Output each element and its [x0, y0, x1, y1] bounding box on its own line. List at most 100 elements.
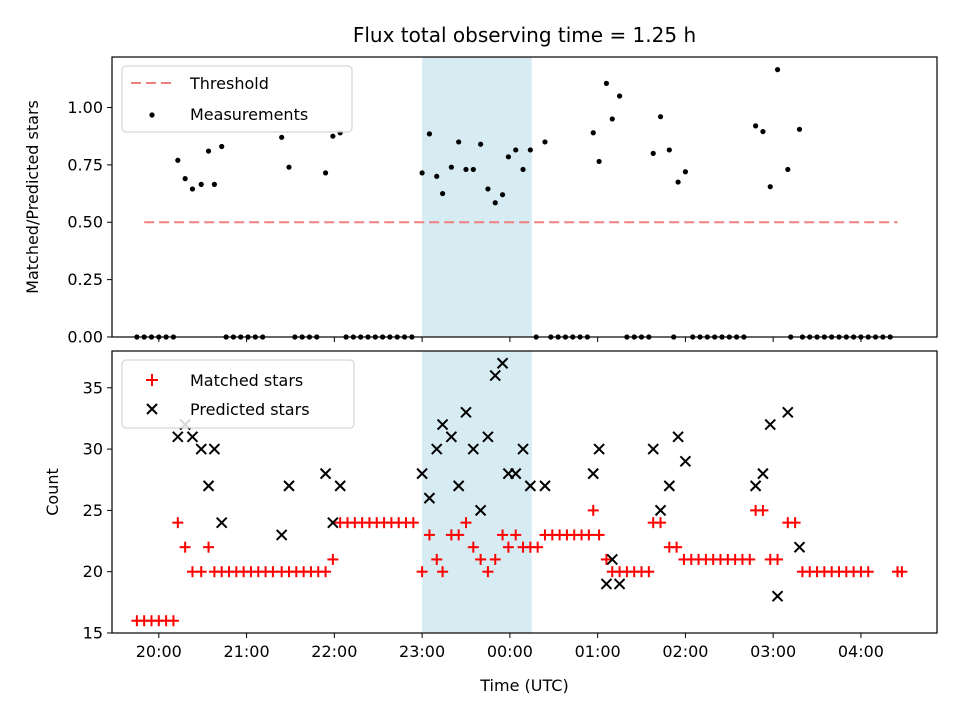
- legend-predicted-label: Predicted stars: [190, 400, 310, 419]
- matched-star-point: [655, 517, 667, 529]
- measurement-point: [189, 186, 196, 192]
- measurement-point: [434, 173, 440, 179]
- predicted-star-point: [793, 541, 806, 553]
- legend-matched-swatch: [146, 374, 158, 386]
- matched-star-point: [437, 566, 449, 578]
- measurement-point: [657, 114, 664, 120]
- predicted-star-point: [764, 418, 776, 431]
- measurement-point: [175, 157, 181, 163]
- x-tick-label: 20:00: [136, 642, 182, 661]
- predicted-star-point: [654, 504, 667, 517]
- predicted-star-point: [186, 431, 199, 443]
- matched-star-point: [671, 541, 683, 553]
- measurement-point: [774, 67, 781, 73]
- measurement-point: [785, 166, 791, 173]
- predicted-star-point: [283, 480, 295, 492]
- legend-predicted-swatch: [146, 403, 158, 415]
- top-legend-box: [121, 65, 353, 133]
- matched-star-point: [203, 541, 215, 553]
- measurement-point: [609, 116, 615, 122]
- legend-measurements-label: Measurements: [190, 105, 308, 124]
- measurement-point: [682, 169, 689, 175]
- matched-star-point: [502, 541, 514, 553]
- predicted-star-point: [195, 443, 207, 455]
- matched-star-point: [532, 541, 544, 553]
- predicted-star-point: [771, 590, 784, 602]
- measurement-point: [439, 190, 446, 197]
- matched-star-point: [482, 566, 494, 578]
- measurement-point: [426, 131, 433, 137]
- measurement-point: [527, 147, 533, 153]
- measurement-point: [219, 143, 225, 150]
- top-y-tick-label: 0.25: [67, 270, 103, 289]
- chart-title: Flux total observing time = 1.25 h: [353, 23, 696, 47]
- matched-star-point: [327, 553, 339, 565]
- top-y-tick-label: 0.50: [67, 213, 103, 232]
- predicted-star-point: [474, 504, 487, 517]
- x-tick-label: 02:00: [662, 642, 708, 661]
- measurement-point: [520, 166, 526, 173]
- matched-star-point: [195, 566, 207, 578]
- bottom-shaded-interval: [422, 351, 532, 633]
- measurement-point: [513, 147, 519, 153]
- bottom-y-tick-label: 30: [83, 440, 103, 459]
- bottom-panel: 15 20 25 30 35 20:00 21:00 22:00 23:00 00:00 01:0…: [43, 350, 938, 695]
- measurement-point: [796, 126, 803, 132]
- matched-star-point: [583, 529, 595, 541]
- matched-star-point: [510, 529, 522, 541]
- x-tick-label: 23:00: [399, 642, 445, 661]
- matched-star-point: [475, 553, 487, 565]
- top-y-axis-label: Matched/Predicted stars: [23, 100, 42, 294]
- x-tick-label: 22:00: [311, 642, 357, 661]
- top-panel: 0.00 0.25 0.50 0.75 1.00 Flux total observin…: [23, 23, 938, 347]
- measurement-point: [478, 141, 484, 147]
- matched-star-point: [744, 553, 756, 565]
- matched-star-point: [431, 553, 443, 565]
- matched-star-point: [789, 517, 801, 529]
- matched-star-point: [320, 566, 332, 578]
- matched-star-point: [587, 504, 599, 516]
- bottom-legend-box: [121, 359, 355, 429]
- measurement-point: [590, 130, 596, 136]
- matched-star-point: [757, 504, 769, 516]
- matched-star-point: [772, 553, 784, 565]
- bottom-y-axis-label: Count: [43, 468, 62, 516]
- predicted-star-point: [782, 406, 794, 419]
- matched-star-point: [407, 517, 419, 529]
- top-y-tick-label: 1.00: [67, 98, 103, 117]
- predicted-star-point: [757, 467, 769, 480]
- matched-star-point: [467, 541, 479, 553]
- legend-matched-label: Matched stars: [190, 371, 303, 390]
- legend-measurements-swatch: [149, 112, 155, 118]
- bottom-y-ticks: 15 20 25 30 35: [83, 378, 112, 643]
- matched-star-point: [172, 517, 184, 529]
- measurement-point: [596, 158, 602, 165]
- predicted-star-point: [749, 480, 762, 492]
- predicted-star-point: [613, 578, 626, 590]
- legend-threshold-label: Threshold: [189, 74, 269, 93]
- top-y-tick-label: 0.75: [67, 155, 103, 174]
- predicted-star-point: [452, 480, 465, 492]
- predicted-star-point: [496, 357, 509, 369]
- predicted-star-point: [647, 443, 659, 455]
- top-y-tick-label: 0.00: [67, 328, 103, 347]
- measurement-point: [286, 164, 292, 170]
- predicted-star-point: [510, 467, 522, 480]
- measurement-point: [279, 134, 285, 140]
- predicted-star-point: [489, 369, 501, 382]
- measurement-point: [419, 170, 425, 176]
- measurement-point: [675, 179, 681, 185]
- predicted-star-point: [524, 480, 537, 492]
- predicted-star-point: [327, 516, 339, 529]
- measurement-point: [470, 166, 476, 173]
- matched-star-point: [896, 566, 908, 578]
- predicted-star-point: [334, 480, 346, 492]
- matched-stars-points: [131, 504, 908, 627]
- matched-star-point: [167, 615, 179, 627]
- matched-star-point: [179, 541, 191, 553]
- bottom-legend: Matched stars Predicted stars: [121, 359, 355, 429]
- x-tick-label: 21:00: [224, 642, 270, 661]
- measurement-point: [198, 181, 204, 187]
- measurement-point: [322, 170, 329, 176]
- predicted-star-point: [423, 492, 436, 504]
